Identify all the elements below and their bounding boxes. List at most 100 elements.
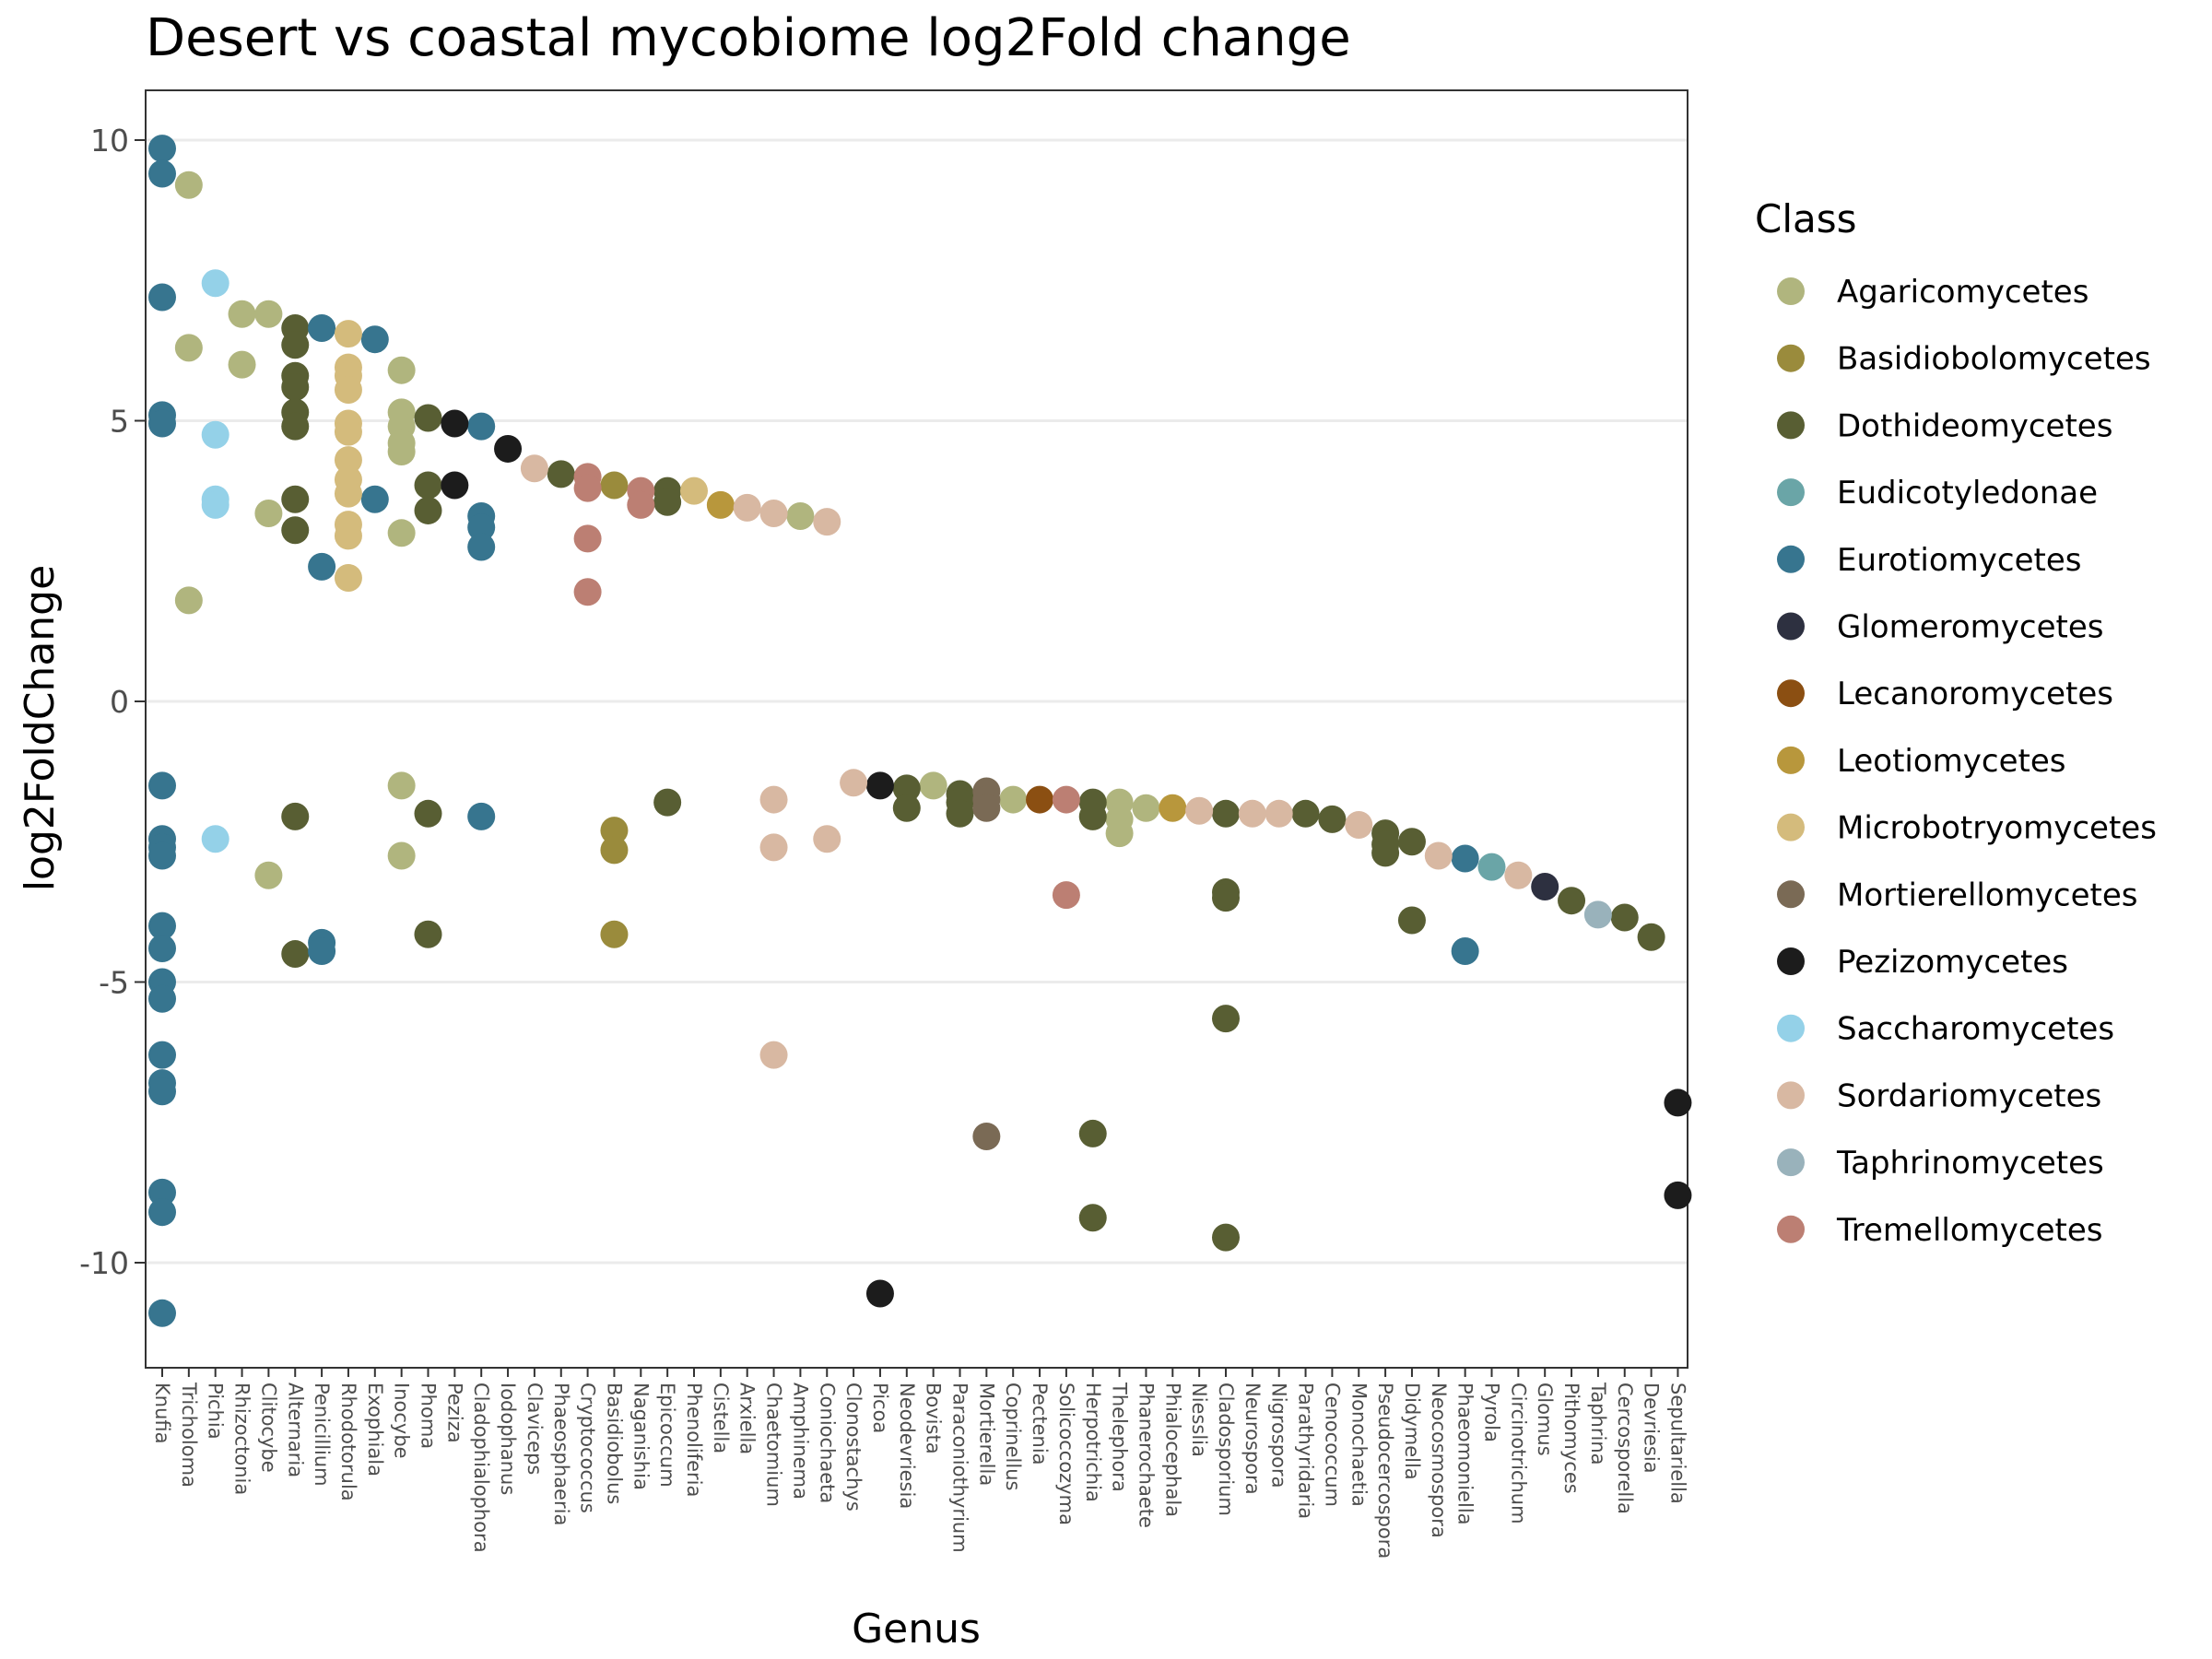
- y-tick-label: 10: [90, 123, 129, 159]
- legend: Class Agaricomycetes Basidiobolomycetes Do…: [1755, 196, 2157, 1249]
- data-point: [1291, 799, 1320, 828]
- data-point: [148, 283, 176, 312]
- data-point: [148, 1198, 176, 1227]
- data-point: [1212, 884, 1240, 912]
- data-point: [467, 412, 496, 441]
- legend-label: Eurotiomycetes: [1837, 542, 2081, 579]
- data-point: [148, 1077, 176, 1106]
- legend-swatch: [1777, 1081, 1805, 1110]
- data-point: [573, 474, 602, 502]
- legend-swatch: [1777, 880, 1805, 909]
- data-point: [759, 833, 788, 862]
- x-tick-label: Tricholoma: [178, 1382, 200, 1488]
- data-point: [813, 508, 841, 536]
- gridlines: [146, 138, 1688, 1265]
- data-point: [520, 454, 548, 483]
- y-tick-label: 5: [110, 404, 129, 440]
- data-point: [174, 586, 203, 615]
- x-tick-label: Arxiella: [736, 1382, 759, 1454]
- x-tick-label: Penicillium: [311, 1382, 333, 1487]
- x-tick-label: Phialocephala: [1161, 1382, 1183, 1517]
- x-tick-label: Basidiobolus: [603, 1382, 625, 1504]
- data-point: [148, 934, 176, 962]
- data-point: [201, 269, 229, 298]
- data-point: [759, 499, 788, 527]
- data-point: [414, 920, 442, 948]
- data-point: [414, 496, 442, 524]
- x-tick-label: Phaeomoniella: [1454, 1382, 1477, 1525]
- legend-label: Agaricomycetes: [1837, 274, 2088, 311]
- x-axis: Knufia Tricholoma Pichia Rhizoctonia Clitocy…: [151, 1368, 1688, 1559]
- data-point: [334, 564, 362, 593]
- legend-label: Leotiomycetes: [1837, 743, 2065, 780]
- data-point: [573, 578, 602, 606]
- legend-label: Taphrinomycetes: [1836, 1145, 2104, 1182]
- data-point: [494, 434, 523, 463]
- data-point: [813, 825, 841, 853]
- data-point: [1318, 805, 1347, 833]
- data-point: [627, 490, 655, 519]
- data-point: [1212, 1223, 1240, 1252]
- data-point: [281, 485, 310, 513]
- x-tick-label: Pyrola: [1481, 1382, 1503, 1442]
- x-tick-label: Mortierella: [975, 1382, 997, 1486]
- data-point: [414, 799, 442, 828]
- x-tick-label: Glomus: [1534, 1382, 1556, 1456]
- data-point: [892, 774, 921, 803]
- legend-swatch: [1777, 1215, 1805, 1243]
- data-point: [1664, 1181, 1692, 1209]
- x-tick-label: Taphrina: [1587, 1382, 1609, 1465]
- data-point: [387, 771, 416, 800]
- legend-label: Glomeromycetes: [1837, 609, 2103, 646]
- x-tick-label: Neodevriesia: [896, 1382, 918, 1509]
- data-point: [1078, 802, 1107, 830]
- x-tick-label: Pseudocercospora: [1374, 1382, 1396, 1559]
- data-point: [1664, 1088, 1692, 1117]
- data-point: [387, 356, 416, 384]
- data-point: [228, 300, 256, 328]
- data-point: [1451, 844, 1479, 873]
- x-tick-label: Amphinema: [789, 1382, 811, 1500]
- data-point: [228, 350, 256, 379]
- data-point: [281, 802, 310, 830]
- data-point: [1052, 785, 1080, 814]
- data-point: [706, 490, 735, 519]
- legend-swatch: [1777, 411, 1805, 440]
- data-point: [1265, 799, 1293, 828]
- y-tick-label: -5: [99, 965, 129, 1001]
- data-point: [441, 409, 469, 438]
- x-tick-label: Cistella: [710, 1382, 732, 1453]
- legend-label: Tremellomycetes: [1836, 1212, 2102, 1249]
- x-tick-label: Pithomyces: [1560, 1382, 1583, 1494]
- data-point: [865, 771, 894, 800]
- data-point: [387, 519, 416, 547]
- legend-label: Mortierellomycetes: [1837, 877, 2137, 913]
- x-tick-label: Circinotrichum: [1507, 1382, 1529, 1524]
- data-point: [148, 771, 176, 800]
- data-point: [1212, 1005, 1240, 1033]
- x-tick-label: Nigrospora: [1268, 1382, 1290, 1488]
- x-tick-label: Cercosporella: [1614, 1382, 1636, 1514]
- x-tick-label: Knufia: [151, 1382, 173, 1444]
- legend-swatch: [1777, 746, 1805, 774]
- x-tick-label: Pectenia: [1029, 1382, 1051, 1465]
- legend-swatch: [1777, 1014, 1805, 1042]
- data-point: [148, 159, 176, 188]
- legend-swatch: [1777, 679, 1805, 708]
- data-point: [334, 418, 362, 446]
- data-point: [148, 912, 176, 940]
- x-tick-label: Phoma: [418, 1382, 440, 1449]
- data-point: [919, 771, 947, 800]
- data-point: [600, 471, 629, 500]
- chart-title: Desert vs coastal mycobiome log2Fold cha…: [146, 8, 1351, 68]
- data-point: [148, 135, 176, 163]
- data-point: [308, 552, 336, 581]
- data-point: [281, 412, 310, 441]
- x-tick-label: Bovista: [923, 1382, 945, 1454]
- data-point: [1397, 906, 1426, 935]
- x-tick-label: Iodophanus: [497, 1382, 519, 1495]
- data-point: [1397, 828, 1426, 856]
- data-point: [201, 420, 229, 449]
- legend-label: Eudicotyledonae: [1837, 475, 2098, 512]
